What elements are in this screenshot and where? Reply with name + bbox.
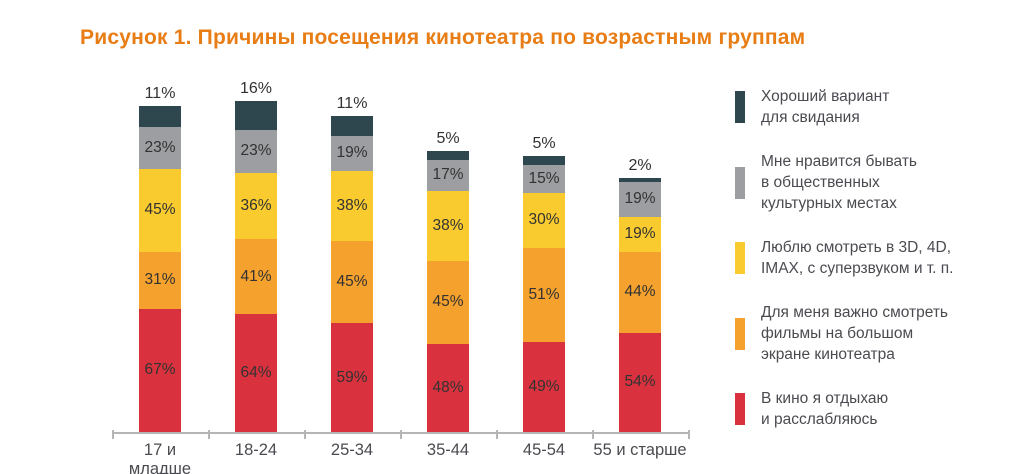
bar-segment: 19% — [619, 181, 661, 217]
bar-column: 2% 19% 19% 44% 54% — [592, 70, 688, 432]
bar-segment: 49% — [523, 341, 565, 432]
x-axis-tick — [304, 430, 306, 439]
bar-segment: 45% — [139, 168, 181, 252]
bar-segment: 23% — [235, 130, 277, 173]
legend-label: Люблю смотреть в 3D, 4D, IMAX, с суперзв… — [761, 239, 954, 277]
bar-segment: 31% — [139, 251, 181, 309]
bar-segment: 45% — [331, 240, 373, 324]
bar-segment: 54% — [619, 332, 661, 432]
legend-label: Для меня важно смотреть фильмы на большо… — [761, 304, 948, 363]
x-axis-label: 25-34 — [330, 441, 374, 459]
legend-item: Мне нравится бывать в общественных культ… — [735, 151, 953, 214]
x-axis-tick — [400, 430, 402, 439]
bar-segment: 19% — [619, 216, 661, 252]
x-axis-labels: 17 и младше 18-24 25-34 35-44 45-54 55 и стар… — [112, 441, 688, 474]
bar-segment — [523, 156, 565, 166]
bar-segment: 36% — [235, 172, 277, 239]
legend-swatch — [735, 317, 745, 350]
chart-title: Рисунок 1. Причины посещения кинотеатра … — [80, 26, 806, 49]
bar-segment: 59% — [331, 323, 373, 432]
bar-segment: 45% — [427, 260, 469, 344]
bar-segment — [235, 100, 277, 131]
bar-top-value-label: 16% — [239, 79, 273, 97]
x-axis-label: 55 и старше — [593, 441, 687, 459]
bar-segment: 67% — [139, 308, 181, 432]
bar-segment: 17% — [427, 159, 469, 191]
x-axis-tick — [208, 430, 210, 439]
bar-segment: 19% — [331, 135, 373, 171]
x-axis-tick — [496, 430, 498, 439]
x-axis-tick — [592, 430, 594, 439]
bar-column: 5% 17% 38% 45% 48% — [400, 70, 496, 432]
bar-top-value-label: 2% — [628, 157, 652, 175]
bar-segment: 38% — [331, 170, 373, 241]
legend-item: Для меня важно смотреть фильмы на большо… — [735, 302, 953, 365]
legend-label: В кино я отдыхаю и расслабляюсь — [761, 390, 889, 428]
bar-top-value-label: 5% — [532, 135, 556, 153]
x-axis-label: 35-44 — [426, 441, 470, 459]
bar-segment — [619, 178, 661, 182]
legend-swatch — [735, 393, 745, 425]
legend-swatch — [735, 91, 745, 123]
bar-top-value-label: 5% — [436, 129, 460, 147]
chart-legend: Хороший вариант для свидания Мне нравится… — [735, 86, 953, 430]
legend-swatch — [735, 166, 745, 199]
x-axis-label: 45-54 — [522, 441, 566, 459]
bar-column: 5% 15% 30% 51% 49% — [496, 70, 592, 432]
stacked-bar-plot: 11% 23% 45% 31% 67% 16% 23% 36% 41% 64% 11% 19% 38% 4… — [112, 70, 688, 432]
legend-label: Мне нравится бывать в общественных культ… — [761, 153, 917, 212]
bar-segment: 44% — [619, 251, 661, 333]
legend-item: Хороший вариант для свидания — [735, 86, 953, 128]
bar-segment — [331, 115, 373, 136]
bar-top-value-label: 11% — [336, 94, 368, 112]
legend-item: В кино я отдыхаю и расслабляюсь — [735, 388, 953, 430]
bar-segment — [427, 150, 469, 160]
bar-segment: 23% — [139, 126, 181, 169]
legend-swatch — [735, 242, 745, 274]
x-axis-label: 18-24 — [234, 441, 278, 459]
bar-top-value-label: 11% — [144, 85, 176, 103]
bar-column: 11% 23% 45% 31% 67% — [112, 70, 208, 432]
bar-segment: 48% — [427, 343, 469, 432]
bar-segment: 30% — [523, 192, 565, 249]
bar-segment: 64% — [235, 314, 277, 432]
legend-item: Люблю смотреть в 3D, 4D, IMAX, с суперзв… — [735, 237, 953, 279]
bar-column: 11% 19% 38% 45% 59% — [304, 70, 400, 432]
x-axis-line — [112, 430, 690, 439]
bar-segment: 38% — [427, 190, 469, 261]
x-axis-tick — [112, 430, 114, 439]
bar-segment: 15% — [523, 165, 565, 193]
legend-label: Хороший вариант для свидания — [761, 88, 890, 126]
bar-segment: 51% — [523, 248, 565, 342]
x-axis-label: 17 и младше — [128, 441, 192, 474]
bar-column: 16% 23% 36% 41% 64% — [208, 70, 304, 432]
bar-segment — [139, 106, 181, 127]
bar-segment: 41% — [235, 238, 277, 315]
x-axis-tick — [688, 430, 690, 439]
